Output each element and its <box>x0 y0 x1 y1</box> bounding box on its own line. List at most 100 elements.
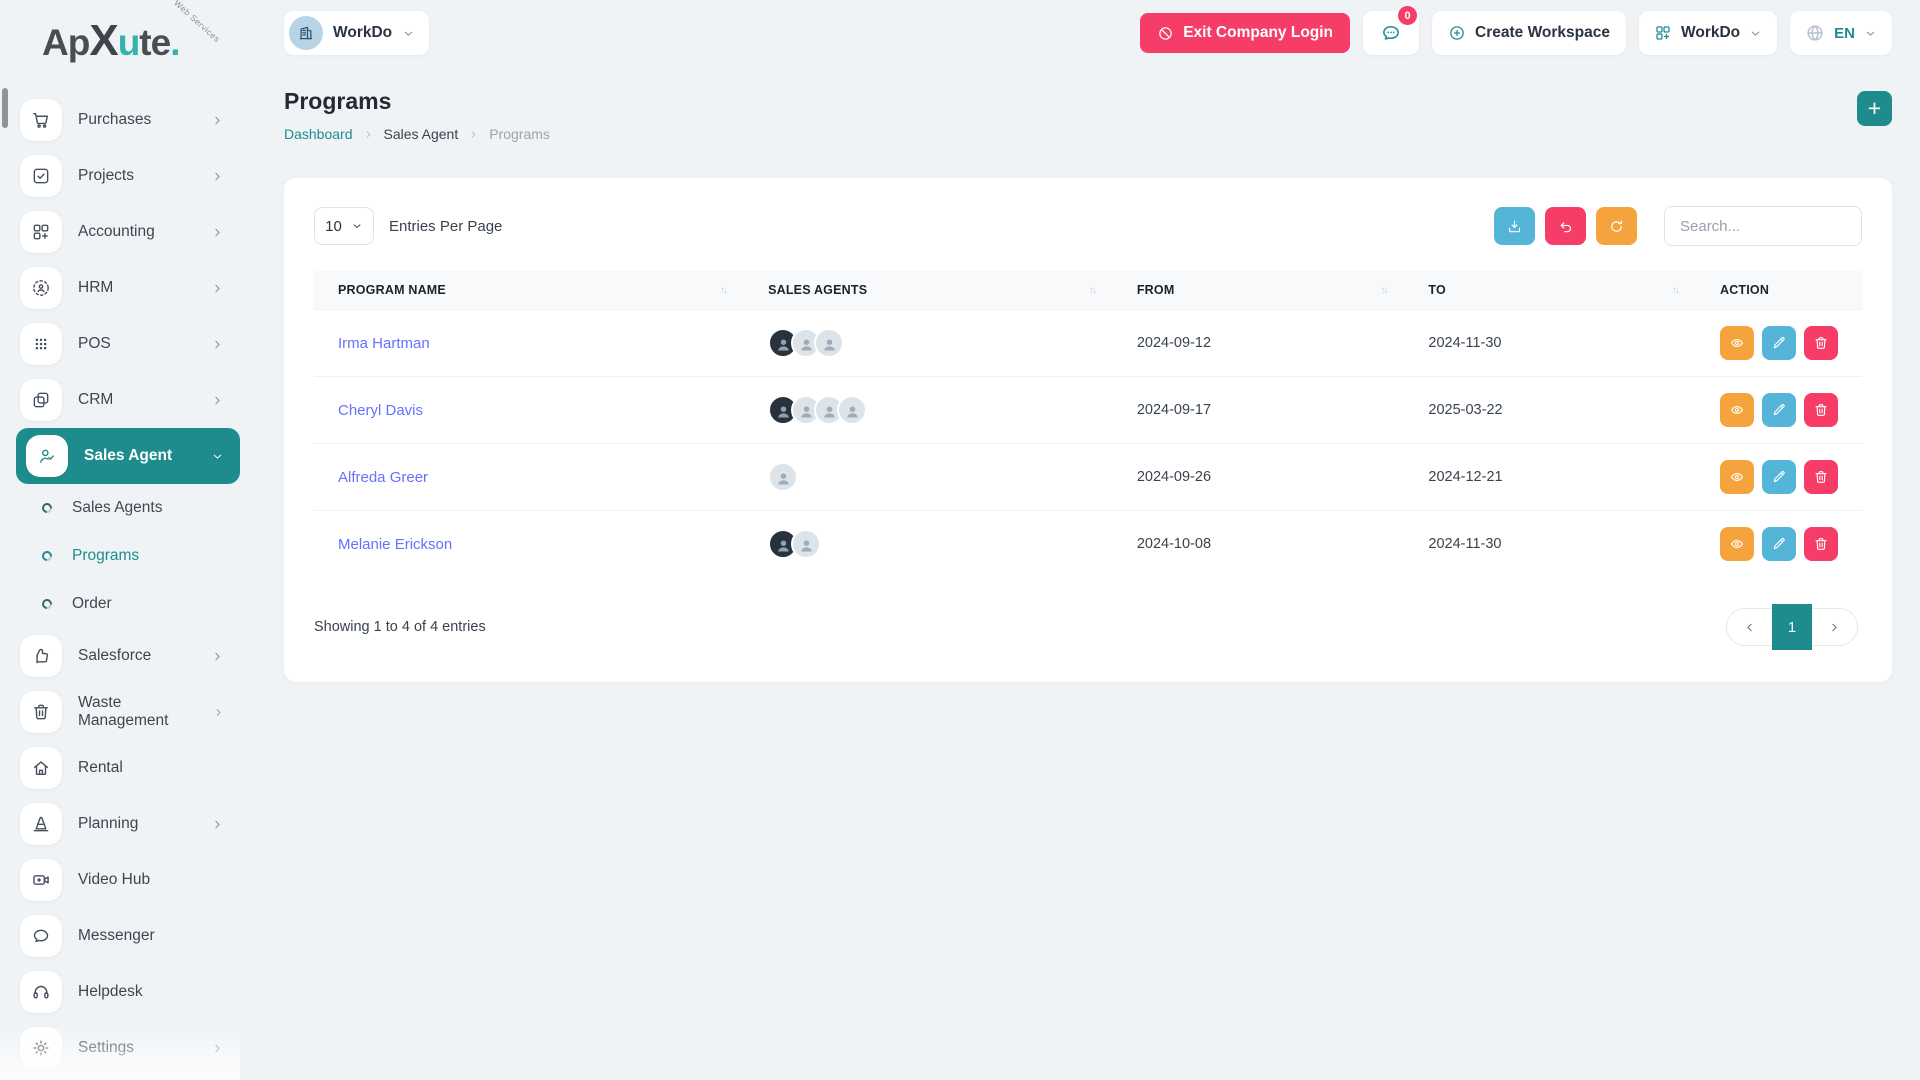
sidebar-item-icon-tile <box>20 803 62 845</box>
refresh-button[interactable] <box>1596 207 1637 245</box>
edit-button[interactable] <box>1761 393 1796 427</box>
program-name-cell: Cheryl Davis <box>314 376 745 444</box>
bullet-icon <box>39 548 55 564</box>
sidebar-item-settings[interactable]: Settings <box>0 1020 240 1076</box>
entries-per-page-select[interactable]: 10 <box>314 207 374 245</box>
company-selector[interactable]: WorkDo <box>284 11 430 55</box>
app-logo[interactable]: ApXute. Web Services <box>42 0 222 74</box>
sidebar-subitem-order[interactable]: Order <box>0 580 240 628</box>
chat-bubble-icon <box>1380 22 1402 44</box>
sidebar-item-crm[interactable]: CRM <box>0 372 240 428</box>
sidebar-item-video-hub[interactable]: Video Hub <box>0 852 240 908</box>
sidebar-item-salesforce[interactable]: Salesforce <box>0 628 240 684</box>
view-button[interactable] <box>1719 460 1754 494</box>
edit-button[interactable] <box>1761 326 1796 360</box>
view-button[interactable] <box>1719 326 1754 360</box>
sidebar-item-pos[interactable]: POS <box>0 316 240 372</box>
globe-icon <box>1805 23 1825 43</box>
topbar: WorkDo Exit Company Login 0 <box>284 6 1892 56</box>
sort-icon[interactable]: ↑↓ <box>720 284 728 296</box>
chevron-down-icon <box>1864 27 1877 40</box>
pagination-page-1[interactable]: 1 <box>1772 604 1812 650</box>
messages-button[interactable]: 0 <box>1363 6 1420 55</box>
delete-button[interactable] <box>1803 527 1838 561</box>
programs-table: PROGRAM NAME ↑↓ SALES AGENTS ↑↓ FROM ↑↓ TO ↑↓ AC… <box>314 271 1862 577</box>
table-header: PROGRAM NAME ↑↓ SALES AGENTS ↑↓ FROM ↑↓ TO ↑↓ AC… <box>314 271 1862 310</box>
breadcrumb-dashboard[interactable]: Dashboard <box>284 126 353 142</box>
sidebar-item-icon-tile <box>20 747 62 789</box>
agent-avatar-placeholder[interactable] <box>814 328 845 358</box>
action-cell <box>1695 376 1862 444</box>
edit-button[interactable] <box>1761 527 1796 561</box>
trash-icon <box>1813 335 1829 351</box>
sidebar-item-planning[interactable]: Planning <box>0 796 240 852</box>
sidebar-subitem-sales-agents[interactable]: Sales Agents <box>0 484 240 532</box>
language-selector[interactable]: EN <box>1790 11 1892 55</box>
reset-button[interactable] <box>1545 207 1586 245</box>
page-header: Programs Dashboard Sales Agent Programs … <box>284 88 1892 142</box>
program-name-link[interactable]: Cheryl Davis <box>338 401 424 419</box>
sidebar-subitem-programs[interactable]: Programs <box>0 532 240 580</box>
bullet-icon <box>39 596 55 612</box>
sidebar-item-accounting[interactable]: Accounting <box>0 204 240 260</box>
sidebar: ApXute. Web Services Purchases Projects Ac… <box>0 0 240 1080</box>
pencil-icon <box>1771 402 1787 418</box>
column-header-to[interactable]: TO ↑↓ <box>1404 271 1696 310</box>
to-date-cell: 2024-12-21 <box>1404 443 1696 511</box>
agent-avatar-placeholder[interactable] <box>837 395 868 425</box>
view-button[interactable] <box>1719 527 1754 561</box>
chevron-down-icon <box>211 450 224 463</box>
sidebar-item-waste-management[interactable]: Waste Management <box>0 684 240 740</box>
column-header-label: TO <box>1428 283 1446 297</box>
program-name-link[interactable]: Melanie Erickson <box>338 535 453 553</box>
chevron-right-icon <box>213 706 224 719</box>
delete-button[interactable] <box>1803 326 1838 360</box>
workspace-selector[interactable]: WorkDo <box>1639 11 1778 55</box>
sidebar-item-icon-tile <box>26 435 68 477</box>
sidebar-item-helpdesk[interactable]: Helpdesk <box>0 964 240 1020</box>
sort-icon[interactable]: ↑↓ <box>1671 284 1680 296</box>
pencil-icon <box>1771 335 1787 351</box>
sidebar-item-projects[interactable]: Projects <box>0 148 240 204</box>
column-header-program-name[interactable]: PROGRAM NAME ↑↓ <box>314 271 745 310</box>
sidebar-item-purchases[interactable]: Purchases <box>0 92 240 148</box>
sort-icon[interactable]: ↑↓ <box>1088 284 1097 296</box>
sidebar-scrollbar[interactable] <box>2 88 8 128</box>
agent-avatar-placeholder[interactable] <box>791 529 822 559</box>
column-header-from[interactable]: FROM ↑↓ <box>1112 271 1405 310</box>
row-actions <box>1719 393 1838 427</box>
program-name-link[interactable]: Alfreda Greer <box>338 468 429 486</box>
program-name-cell: Alfreda Greer <box>314 443 745 511</box>
table-body: Irma Hartman 2024-09-12 2024-11-30 Cheryl D… <box>314 309 1862 577</box>
sidebar-item-messenger[interactable]: Messenger <box>0 908 240 964</box>
sidebar-item-rental[interactable]: Rental <box>0 740 240 796</box>
sidebar-item-icon-tile <box>20 635 62 677</box>
export-button[interactable] <box>1494 207 1535 245</box>
breadcrumb-sales-agent[interactable]: Sales Agent <box>383 126 459 142</box>
sidebar-item-label: Settings <box>78 1039 135 1056</box>
headset-icon <box>31 982 51 1002</box>
chevron-right-icon <box>211 818 224 831</box>
column-header-inner: TO ↑↓ <box>1428 283 1680 297</box>
agent-avatar-placeholder[interactable] <box>768 462 799 492</box>
delete-button[interactable] <box>1803 393 1838 427</box>
from-date-cell: 2024-10-08 <box>1112 510 1405 577</box>
edit-button[interactable] <box>1761 460 1796 494</box>
pagination-next-button[interactable] <box>1812 608 1858 646</box>
sidebar-item-hrm[interactable]: HRM <box>0 260 240 316</box>
program-name-link[interactable]: Irma Hartman <box>338 334 430 352</box>
sort-icon[interactable]: ↑↓ <box>1380 284 1388 296</box>
create-workspace-button[interactable]: Create Workspace <box>1432 11 1627 55</box>
sidebar-item-icon-tile <box>20 971 62 1013</box>
add-program-button[interactable]: + <box>1857 91 1892 126</box>
column-header-sales-agents[interactable]: SALES AGENTS ↑↓ <box>744 271 1113 310</box>
table-toolbar: 10 Entries Per Page <box>314 206 1862 246</box>
delete-button[interactable] <box>1803 460 1838 494</box>
sidebar-item-label: Salesforce <box>78 647 152 664</box>
pagination-prev-button[interactable] <box>1726 608 1772 646</box>
search-input[interactable] <box>1664 206 1862 246</box>
row-actions <box>1719 460 1838 494</box>
exit-company-login-button[interactable]: Exit Company Login <box>1140 13 1351 53</box>
sidebar-item-sales-agent[interactable]: Sales Agent <box>16 428 240 484</box>
view-button[interactable] <box>1719 393 1754 427</box>
